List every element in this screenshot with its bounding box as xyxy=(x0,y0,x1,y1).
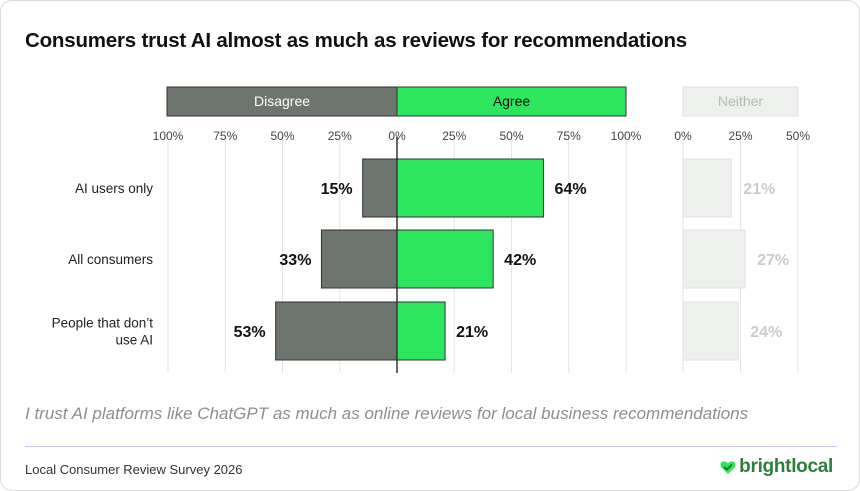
brand-logo: brightlocal xyxy=(720,456,833,478)
bar-agree xyxy=(396,158,545,218)
x-tick-label: 100% xyxy=(611,129,642,143)
x-tick-label: 75% xyxy=(213,129,237,143)
x-tick-label: 25% xyxy=(442,129,466,143)
legend-disagree-label: Disagree xyxy=(254,93,310,109)
data-label-agree: 21% xyxy=(456,324,488,341)
bar-neither xyxy=(682,158,732,218)
x-tick-label: 100% xyxy=(153,129,184,143)
data-label-disagree: 33% xyxy=(279,252,311,269)
category-label: All consumers xyxy=(68,252,153,267)
x-tick-label: 75% xyxy=(557,129,581,143)
neither-tick-label: 0% xyxy=(674,129,692,143)
brand-name: brightlocal xyxy=(739,456,833,477)
x-tick-label: 50% xyxy=(270,129,294,143)
legend-agree-label: Agree xyxy=(493,93,531,109)
heart-check-icon xyxy=(720,460,736,474)
data-label-agree: 42% xyxy=(504,252,536,269)
chart-subtitle: I trust AI platforms like ChatGPT as muc… xyxy=(25,404,749,423)
data-label-agree: 64% xyxy=(555,181,587,198)
bar-neither xyxy=(682,229,746,289)
neither-tick-label: 25% xyxy=(728,129,752,143)
legend-neither-label: Neither xyxy=(718,93,763,109)
diverging-bar-chart: Disagree Agree Neither 100% 75% 50% 25% 0% 25% 50… xyxy=(52,86,810,373)
category-label: People that don’t use AI xyxy=(52,316,154,348)
data-label-disagree: 15% xyxy=(321,181,353,198)
data-label-disagree: 53% xyxy=(234,324,266,341)
data-label-neither: 21% xyxy=(743,181,775,198)
bar-disagree xyxy=(275,301,398,361)
x-tick-label: 25% xyxy=(328,129,352,143)
source-label: Local Consumer Review Survey 2026 xyxy=(25,462,243,477)
data-label-neither: 24% xyxy=(750,324,782,341)
legend-agree-box xyxy=(396,86,627,117)
legend-neither-box xyxy=(682,86,799,117)
bar-agree xyxy=(396,301,446,361)
category-label: AI users only xyxy=(75,181,153,196)
neither-tick-label: 50% xyxy=(786,129,810,143)
footer-divider xyxy=(25,446,837,447)
x-tick-label: 0% xyxy=(388,129,406,143)
bar-disagree xyxy=(362,158,398,218)
bar-disagree xyxy=(320,229,398,289)
chart-title: Consumers trust AI almost as much as rev… xyxy=(25,29,688,52)
data-label-neither: 27% xyxy=(757,252,789,269)
x-tick-label: 50% xyxy=(499,129,523,143)
bar-neither xyxy=(682,301,739,361)
bar-agree xyxy=(396,229,494,289)
